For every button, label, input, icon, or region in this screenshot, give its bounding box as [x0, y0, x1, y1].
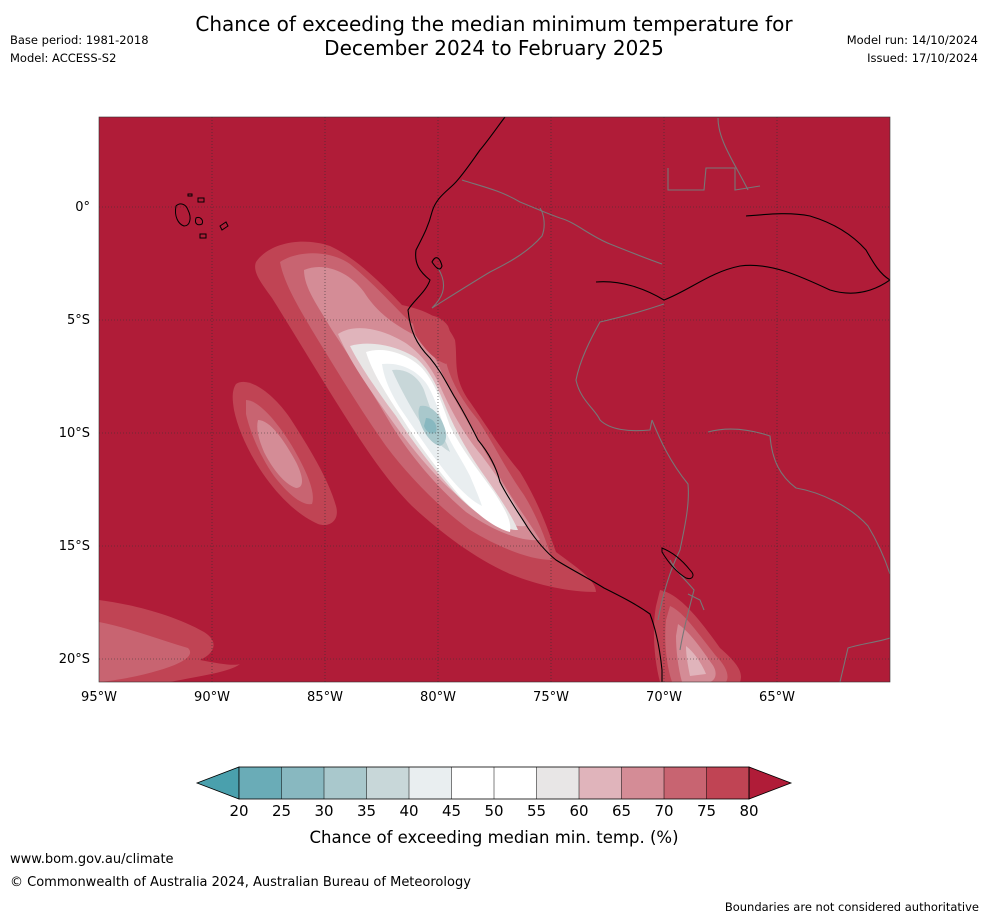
footer-copyright: © Commonwealth of Australia 2024, Austra…: [10, 875, 471, 890]
galapagos-islands: [175, 193, 229, 239]
map-background: [99, 117, 890, 682]
lon-label: 90°W: [194, 690, 230, 705]
contour-chile-65: [676, 624, 716, 682]
colorbar-segment: [409, 767, 452, 799]
colorbar-segment: [536, 767, 579, 799]
lat-label: 0°: [75, 200, 90, 215]
colorbar-tick-label: 25: [272, 802, 291, 820]
contour-65-offshore: [257, 420, 302, 488]
colorbar-segment: [494, 767, 537, 799]
lon-label: 80°W: [420, 690, 456, 705]
colorbar-segment: [281, 767, 324, 799]
lat-label: 15°S: [59, 539, 90, 554]
country-borders: [431, 117, 890, 682]
lon-label: 70°W: [646, 690, 682, 705]
lake-titicaca: [661, 547, 694, 579]
gridlines: [99, 117, 890, 682]
colorbar-tick-label: 35: [357, 802, 376, 820]
base-period: Base period: 1981-2018: [10, 33, 149, 47]
colorbar-segment: [366, 767, 409, 799]
lon-label: 95°W: [81, 690, 117, 705]
colorbar-tick-label: 80: [739, 802, 758, 820]
model-name: Model: ACCESS-S2: [10, 51, 117, 65]
colorbar-tick-label: 50: [484, 802, 503, 820]
colorbar-segment: [579, 767, 622, 799]
probability-contours: [99, 241, 742, 682]
issued-date: Issued: 17/10/2024: [867, 51, 978, 65]
meta-right: Model run: 14/10/2024 Issued: 17/10/2024: [847, 31, 978, 67]
map-frame: [98, 116, 891, 683]
lon-label: 75°W: [533, 690, 569, 705]
colorbar-segment: [664, 767, 707, 799]
colorbar: 20 25 30 35 40 45 50 55 60 65 70 75 80: [195, 766, 793, 820]
colorbar-segment: [324, 767, 367, 799]
chart-title: Chance of exceeding the median minimum t…: [0, 12, 988, 60]
colorbar-segment: [706, 767, 749, 799]
meta-left: Base period: 1981-2018 Model: ACCESS-S2: [10, 31, 149, 67]
lon-label: 85°W: [307, 690, 343, 705]
title-line-1: Chance of exceeding the median minimum t…: [195, 12, 793, 36]
footer-url: www.bom.gov.au/climate: [10, 852, 174, 867]
lat-label: 5°S: [67, 313, 90, 328]
contour-chile-60: [686, 646, 706, 676]
colorbar-under-arrow: [195, 766, 240, 800]
latitude-labels: 0° 5°S 10°S 15°S 20°S: [59, 200, 90, 667]
colorbar-over-arrow: [748, 766, 793, 800]
colorbar-tick-label: 30: [314, 802, 333, 820]
colorbar-tick-label: 70: [654, 802, 673, 820]
colorbar-tick-label: 60: [569, 802, 588, 820]
longitude-labels: 95°W 90°W 85°W 80°W 75°W 70°W 65°W: [81, 690, 795, 705]
contour-coastal-north: [412, 315, 452, 364]
title-line-2: December 2024 to February 2025: [324, 36, 664, 60]
colorbar-tick-label: 75: [697, 802, 716, 820]
colorbar-segment: [239, 767, 282, 799]
colorbar-segment: [451, 767, 494, 799]
colorbar-tick-label: 20: [229, 802, 248, 820]
colorbar-tick-label: 55: [527, 802, 546, 820]
lat-label: 10°S: [59, 426, 90, 441]
model-run: Model run: 14/10/2024: [846, 33, 978, 47]
colorbar-segment: [621, 767, 664, 799]
colorbar-tick-label: 45: [442, 802, 461, 820]
contour-25: [424, 418, 437, 434]
lon-label: 65°W: [759, 690, 795, 705]
lat-label: 20°S: [59, 652, 90, 667]
disclaimer: Boundaries are not considered authoritat…: [724, 900, 979, 914]
contour-sw-70: [99, 622, 191, 682]
colorbar-tick-label: 65: [612, 802, 631, 820]
colorbar-label: Chance of exceeding median min. temp. (%…: [309, 828, 678, 847]
colorbar-tick-label: 40: [399, 802, 418, 820]
coastlines: [407, 117, 890, 682]
